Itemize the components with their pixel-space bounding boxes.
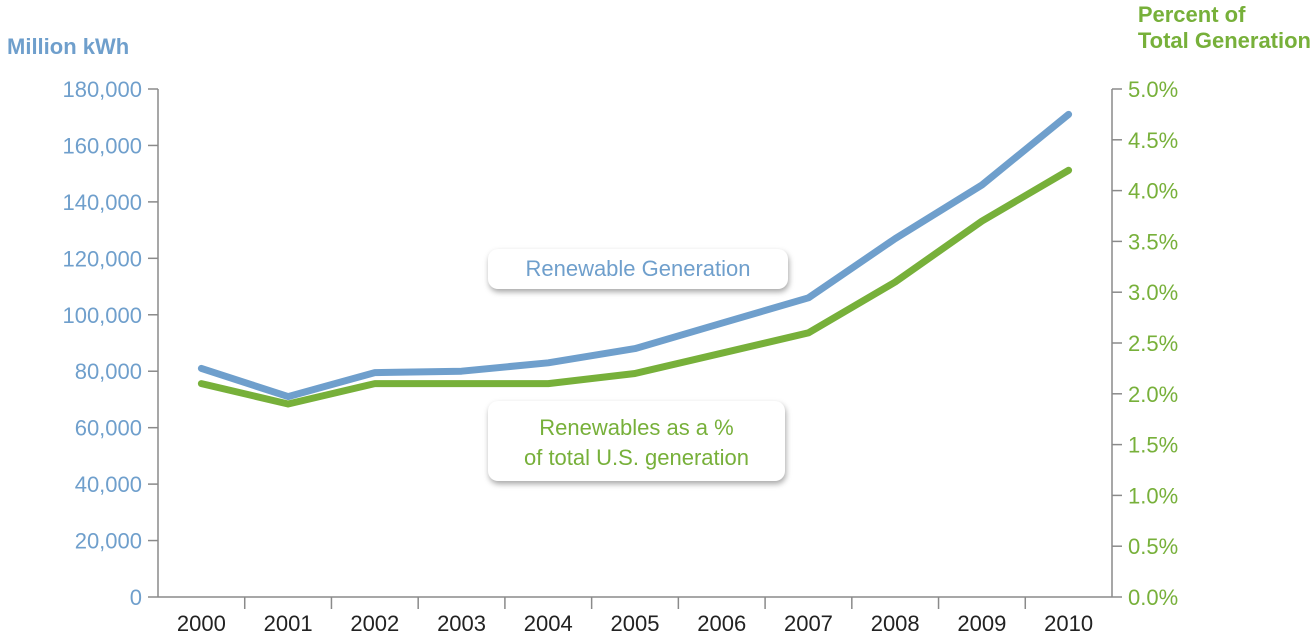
x-tick-label: 2004 xyxy=(524,611,573,636)
y-left-tick-label: 80,000 xyxy=(75,359,142,384)
y-left-tick-label: 20,000 xyxy=(75,529,142,554)
x-tick-label: 2008 xyxy=(871,611,920,636)
y-axis-right-title: Percent of Total Generation xyxy=(1138,2,1311,54)
x-tick-label: 2010 xyxy=(1044,611,1093,636)
y-axis-left-title: Million kWh xyxy=(7,34,130,59)
y-axis-right-title-line1: Percent of xyxy=(1137,2,1246,27)
y-left-tick-label: 100,000 xyxy=(62,303,142,328)
y-axis-right-title-line2: Total Generation xyxy=(1137,28,1311,53)
series-label-renewables-percent: Renewables as a % of total U.S. generati… xyxy=(488,401,785,481)
y-right-tick-label: 5.0% xyxy=(1128,77,1178,102)
y-left-tick-label: 160,000 xyxy=(62,133,142,158)
y-left-tick-label: 0 xyxy=(130,585,142,610)
y-right-tick-label: 2.5% xyxy=(1128,331,1178,356)
x-tick-label: 2007 xyxy=(784,611,833,636)
y-right-tick-label: 1.0% xyxy=(1128,483,1178,508)
y-left-tick-label: 180,000 xyxy=(62,77,142,102)
y-right-tick-label: 4.5% xyxy=(1128,128,1178,153)
x-tick-label: 2005 xyxy=(611,611,660,636)
x-tick-label: 2002 xyxy=(350,611,399,636)
y-left-tick-label: 120,000 xyxy=(62,246,142,271)
y-left-tick-label: 40,000 xyxy=(75,472,142,497)
series-label-renewables-percent-line1: Renewables as a % xyxy=(539,415,734,440)
x-tick-label: 2000 xyxy=(177,611,226,636)
y-right-tick-label: 1.5% xyxy=(1128,433,1178,458)
y-right-tick-label: 0.0% xyxy=(1128,585,1178,610)
x-tick-label: 2006 xyxy=(697,611,746,636)
series-label-renewable-generation: Renewable Generation xyxy=(488,249,788,289)
y-right-tick-label: 3.5% xyxy=(1128,229,1178,254)
x-tick-label: 2001 xyxy=(264,611,313,636)
y-left-tick-label: 140,000 xyxy=(62,190,142,215)
y-right-tick-label: 3.0% xyxy=(1128,280,1178,305)
y-right-tick-label: 4.0% xyxy=(1128,179,1178,204)
y-right-tick-label: 0.5% xyxy=(1128,534,1178,559)
x-tick-label: 2003 xyxy=(437,611,486,636)
x-tick-label: 2009 xyxy=(957,611,1006,636)
y-right-tick-label: 2.0% xyxy=(1128,382,1178,407)
series-label-renewables-percent-line2: of total U.S. generation xyxy=(523,445,750,470)
y-left-tick-label: 60,000 xyxy=(75,416,142,441)
